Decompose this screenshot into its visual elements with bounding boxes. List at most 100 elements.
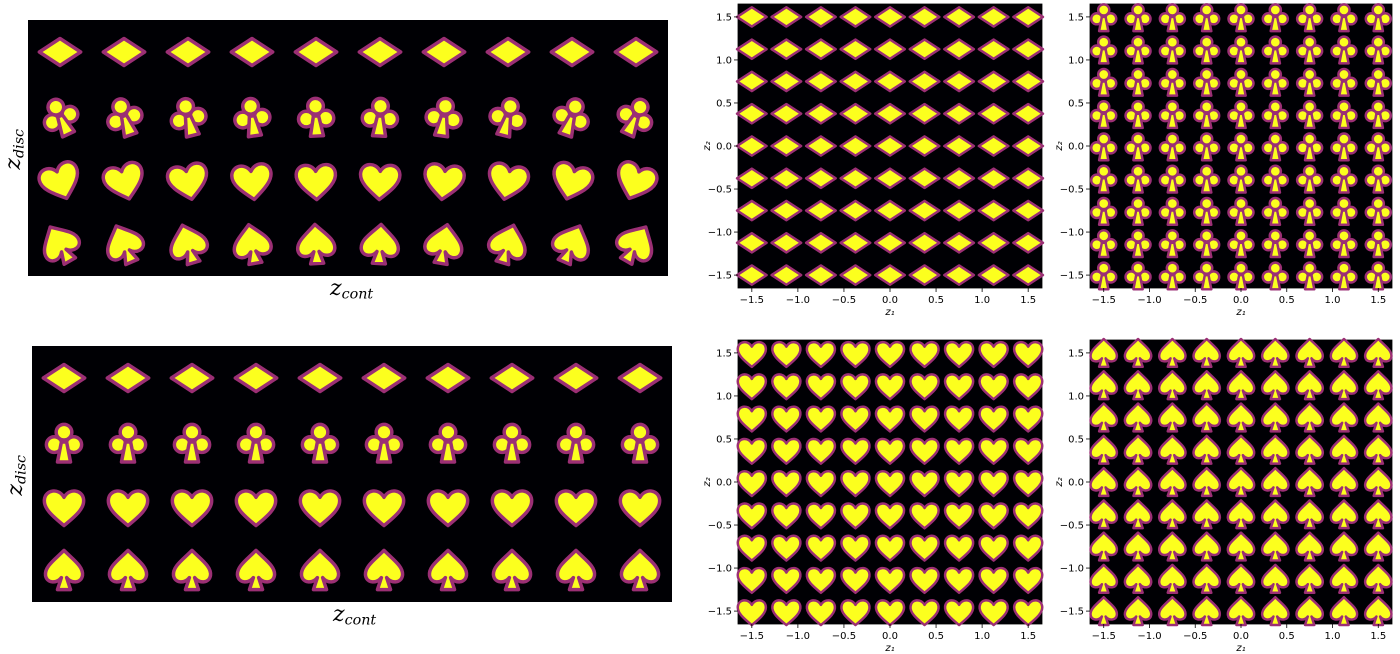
grid-cell-diamond [977,264,1010,286]
grid-cell-spade [1192,595,1222,627]
strip-cell-spade [43,548,85,592]
grid-cell-heart [943,340,975,369]
strip-bottom-xlabel-sub: cont [344,612,377,629]
strip-bottom-ylabel-sub: disc [13,454,30,485]
x-tick-label: −1.0 [786,631,810,642]
grid-cell-diamond [943,231,976,254]
grid-cell-spade [1329,499,1359,530]
y-tick-label: 0.0 [1068,478,1084,489]
grid-cell-club [1295,261,1324,291]
grid-cell-heart [736,437,768,465]
grid-cell-diamond [839,167,872,190]
grid-bottom-right-xlabel: z₁ [1235,643,1245,654]
grid-cell-club [1261,132,1290,162]
grid-cell-spade [1260,337,1290,369]
grid-cell-heart [943,437,975,465]
grid-cell-heart [909,502,940,530]
x-tick-label: −0.5 [1183,631,1207,642]
grid-cell-heart [943,599,975,627]
grid-cell-heart [1012,437,1044,465]
grid-cell-heart [771,566,802,595]
strip-cell-club [233,96,272,139]
grid-cell-diamond [977,102,1010,125]
strip-cell-heart [234,489,278,528]
grid-cell-diamond [804,70,837,93]
grid-cell-club [1192,261,1221,291]
x-tick-label: −1.5 [1092,295,1116,306]
grid-cell-spade [1089,531,1119,562]
strip-cell-club [108,422,148,464]
y-tick-label: 0.5 [1068,98,1084,109]
grid-cell-spade [1260,466,1290,498]
grid-cell-diamond [735,167,768,190]
grid-cell-spade [1329,595,1359,627]
strip-cell-club [364,422,404,464]
grid-cell-heart [909,437,940,465]
grid-cell-spade [1295,563,1325,594]
grid-cell-heart [840,340,871,369]
grid-cell-spade [1363,563,1393,594]
grid-cell-heart [978,599,1009,627]
strip-cell-club [556,422,596,464]
grid-cell-diamond [735,6,768,28]
grid-cell-diamond [770,167,803,190]
strip-cell-heart [101,160,144,201]
x-tick-label: 0.5 [928,631,944,642]
strip-top-ylabel: zdisc [1,129,28,170]
grid-top-right-xlabel: z₁ [1235,307,1245,318]
grid-cell-heart [943,470,975,498]
grid-cell-diamond [873,70,907,93]
grid-cell-club [1192,67,1221,97]
grid-cell-club [1364,132,1393,162]
grid-cell-heart [1012,502,1044,530]
grid-cell-club [1261,3,1290,33]
grid-cell-spade [1260,563,1290,594]
grid-cell-heart [736,599,768,627]
strip-top-xlabel-main: z [330,276,342,301]
grid-cell-spade [1295,466,1325,498]
grid-cell-spade [1192,434,1222,465]
grid-cell-diamond [908,135,941,157]
strip-cell-spade [171,548,213,592]
strip-cell-spade [555,548,597,592]
strip-cell-heart [490,489,534,528]
grid-cell-heart [978,566,1009,595]
grid-cell-club [1330,261,1358,291]
strip-cell-spade [296,222,337,266]
grid-top-mid-xlabel: z₁ [884,307,894,318]
y-tick-label: −1.0 [1060,228,1084,239]
grid-cell-spade [1329,434,1359,465]
grid-cell-heart [978,437,1009,465]
grid-cell-heart [874,599,906,627]
y-tick-label: 1.0 [1068,391,1084,402]
grid-cell-diamond [943,264,976,286]
grid-cell-heart [805,534,837,562]
strip-cell-club [42,97,80,139]
grid-cell-diamond [1012,135,1045,157]
grid-cell-heart [805,437,837,465]
grid-cell-spade [1329,337,1359,369]
grid-cell-club [1295,35,1324,65]
y-tick-label: −1.0 [708,564,732,575]
grid-cell-diamond [908,231,941,254]
grid-cell-heart [736,566,768,595]
grid-cell-club [1330,67,1358,97]
grid-cell-diamond [770,264,803,286]
grid-cell-spade [1089,466,1119,498]
strip-cell-diamond [357,36,403,68]
grid-cell-club [1295,229,1324,259]
grid-cell-diamond [770,6,803,28]
grid-bottom-mid-ylabel: z₂ [702,477,713,487]
strip-cell-spade [169,223,210,267]
grid-cell-diamond [839,199,872,222]
strip-cell-heart [294,162,338,202]
strip-cell-diamond [101,36,147,68]
grid-cell-heart [771,534,802,562]
strip-cell-spade [105,224,146,267]
strip-image-bottom [32,346,672,602]
grid-cell-club [1227,3,1255,33]
grid-cell-club [1089,99,1118,130]
grid-cell-club [1261,229,1290,259]
grid-cell-diamond [908,167,941,190]
grid-cell-club [1192,229,1221,259]
